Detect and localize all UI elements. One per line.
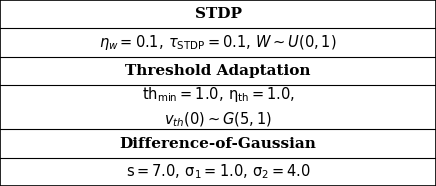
Text: STDP: STDP <box>194 7 242 21</box>
Text: Difference-of-Gaussian: Difference-of-Gaussian <box>119 137 317 150</box>
Text: $\rm th_{min} = 1.0,\, \eta_{th} = 1.0,$: $\rm th_{min} = 1.0,\, \eta_{th} = 1.0,$ <box>142 85 294 104</box>
Text: $\rm s = 7.0,\, \sigma_1 = 1.0,\, \sigma_2 = 4.0$: $\rm s = 7.0,\, \sigma_1 = 1.0,\, \sigma… <box>126 163 310 181</box>
Text: Threshold Adaptation: Threshold Adaptation <box>125 64 311 78</box>
Text: $v_{th}(0) \sim G(5,1)$: $v_{th}(0) \sim G(5,1)$ <box>164 110 272 129</box>
Text: $\eta_{w} = 0.1,\, \tau_{\rm STDP} = 0.1,\, W \sim U(0,1)$: $\eta_{w} = 0.1,\, \tau_{\rm STDP} = 0.1… <box>99 33 337 52</box>
